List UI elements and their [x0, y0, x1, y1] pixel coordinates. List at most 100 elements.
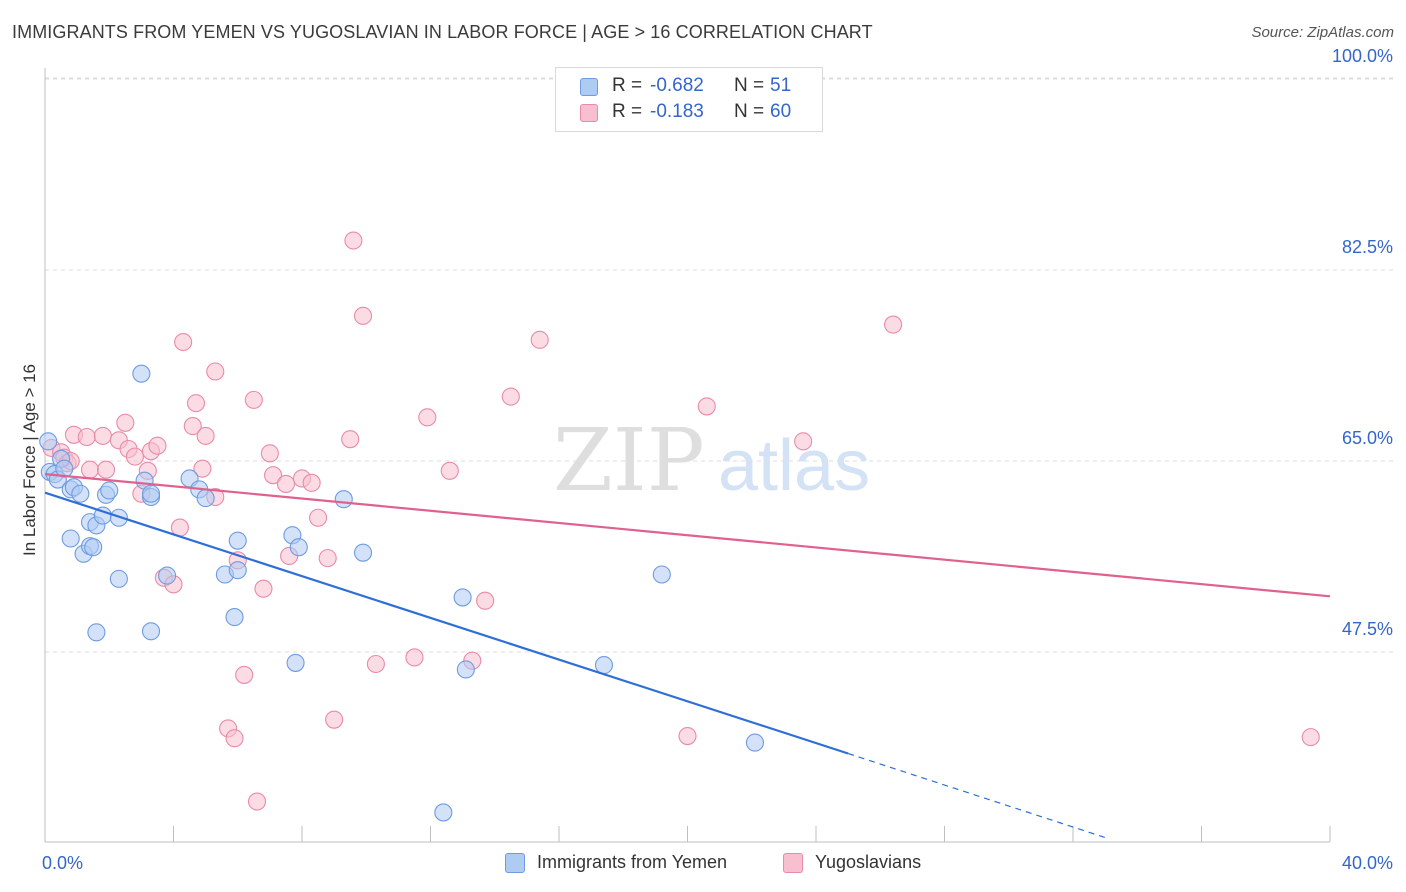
yemen-point: [225, 608, 244, 627]
yugoslavians-point: [174, 332, 193, 352]
yemen-trend-extension: [847, 752, 1106, 839]
yemen-points: [39, 364, 765, 822]
yemen-point: [196, 489, 215, 508]
r-value: -0.682: [650, 75, 704, 96]
y-tick-label: 100.0%: [1332, 46, 1393, 66]
yugoslavians-point: [235, 665, 254, 684]
n-value: 51: [770, 75, 792, 96]
chart-title: IMMIGRANTS FROM YEMEN VS YUGOSLAVIAN IN …: [12, 22, 873, 42]
watermark-atlas: atlas: [718, 426, 870, 506]
yugoslavians-point: [264, 466, 283, 485]
yugoslavians-point: [341, 430, 360, 449]
yugoslavians-point: [206, 362, 225, 381]
yugoslavians-point: [697, 397, 716, 416]
watermark: ZIP atlas: [553, 411, 870, 511]
yugoslavians-point: [244, 390, 263, 409]
axes: [44, 68, 1331, 843]
yugoslavians-point: [309, 508, 328, 527]
yugoslavians-point: [93, 426, 112, 445]
yugoslavians-point: [530, 330, 549, 349]
yemen-point: [84, 538, 103, 557]
yugoslavians-point: [366, 654, 385, 674]
yugoslavians-point: [405, 648, 424, 667]
yugoslavians-point: [77, 427, 96, 447]
yugoslavians-point: [1301, 728, 1320, 747]
yemen-point: [55, 459, 74, 478]
stats-legend: R = -0.682 N = 51 R = -0.183 N = 60: [555, 67, 823, 132]
yugoslavians-points: [42, 231, 1320, 811]
yugoslavians-point: [260, 444, 279, 463]
yugoslavians-point: [80, 460, 100, 479]
yugoslavians-point: [96, 460, 116, 479]
yugoslavians-point: [193, 459, 212, 478]
yugoslavians-point: [148, 436, 167, 455]
yugoslavians-point: [247, 792, 267, 811]
yemen-point: [652, 565, 671, 584]
yemen-trend-line: [44, 491, 849, 755]
yugoslavians-point: [225, 729, 244, 748]
yemen-point: [353, 543, 373, 562]
yemen-point: [456, 660, 475, 679]
r-value: -0.183: [650, 101, 704, 122]
yemen-point: [132, 364, 151, 383]
yugoslavians-point: [302, 473, 321, 492]
trend-lines: [44, 473, 1331, 839]
yemen-point: [158, 566, 177, 585]
yugoslavians-swatch: [580, 104, 598, 122]
yugoslavians-point: [678, 726, 697, 746]
yugoslavians-point: [183, 417, 202, 436]
yemen-point: [228, 531, 247, 550]
yemen-point: [39, 432, 58, 451]
gridlines: [45, 77, 1395, 653]
tick-labels: 100.0% 82.5% 65.0% 47.5% 0.0% 40.0%: [42, 46, 1393, 873]
yemen-point: [286, 653, 305, 672]
r-label: R =: [612, 101, 643, 122]
yugoslavians-point: [116, 413, 135, 432]
yugoslavians-point: [501, 387, 520, 406]
yugoslavians-point: [440, 461, 459, 480]
yemen-point: [289, 538, 308, 557]
yugoslavians-point: [196, 426, 215, 445]
yugoslavians-point: [344, 231, 363, 250]
y-tick-label: 82.5%: [1342, 237, 1393, 257]
yemen-point: [141, 484, 161, 503]
yugoslavians-point: [794, 432, 813, 451]
yemen-point: [100, 481, 119, 500]
yugoslavians-legend-swatch: [783, 853, 803, 873]
yugoslavians-point: [476, 591, 495, 610]
yemen-swatch: [580, 78, 598, 96]
yugoslavians-point: [325, 710, 344, 729]
y-tick-label: 65.0%: [1342, 428, 1393, 448]
yugoslavians-point: [884, 315, 903, 334]
yemen-point: [334, 490, 353, 509]
yemen-point: [594, 656, 614, 675]
yugoslavians-trend-line: [44, 473, 1331, 598]
yemen-point: [745, 733, 765, 752]
yemen-point: [71, 484, 90, 503]
legend-label-yemen: Immigrants from Yemen: [537, 852, 728, 872]
yemen-point: [434, 803, 453, 822]
yemen-point: [453, 588, 472, 607]
legend-label-yugoslavians: Yugoslavians: [815, 852, 922, 872]
r-label: R =: [612, 75, 643, 96]
watermark-zip: ZIP: [553, 411, 705, 511]
x-tick-label-start: 0.0%: [42, 853, 83, 873]
y-tick-label: 47.5%: [1342, 619, 1393, 639]
yugoslavians-point: [353, 306, 373, 325]
yemen-legend-swatch: [505, 853, 525, 873]
yemen-point: [87, 623, 106, 642]
n-label: N =: [734, 75, 765, 96]
yugoslavians-point: [125, 447, 144, 466]
yugoslavians-point: [318, 549, 337, 568]
yemen-point: [228, 561, 247, 580]
yemen-point: [61, 529, 80, 548]
yemen-point: [109, 569, 128, 588]
yugoslavians-point: [418, 408, 437, 427]
yugoslavians-point: [254, 579, 273, 598]
yugoslavians-point: [186, 394, 206, 413]
x-tick-label-end: 40.0%: [1342, 853, 1393, 873]
yemen-point: [141, 622, 161, 641]
n-value: 60: [770, 101, 792, 122]
y-axis-label: In Labor Force | Age > 16: [20, 363, 39, 557]
